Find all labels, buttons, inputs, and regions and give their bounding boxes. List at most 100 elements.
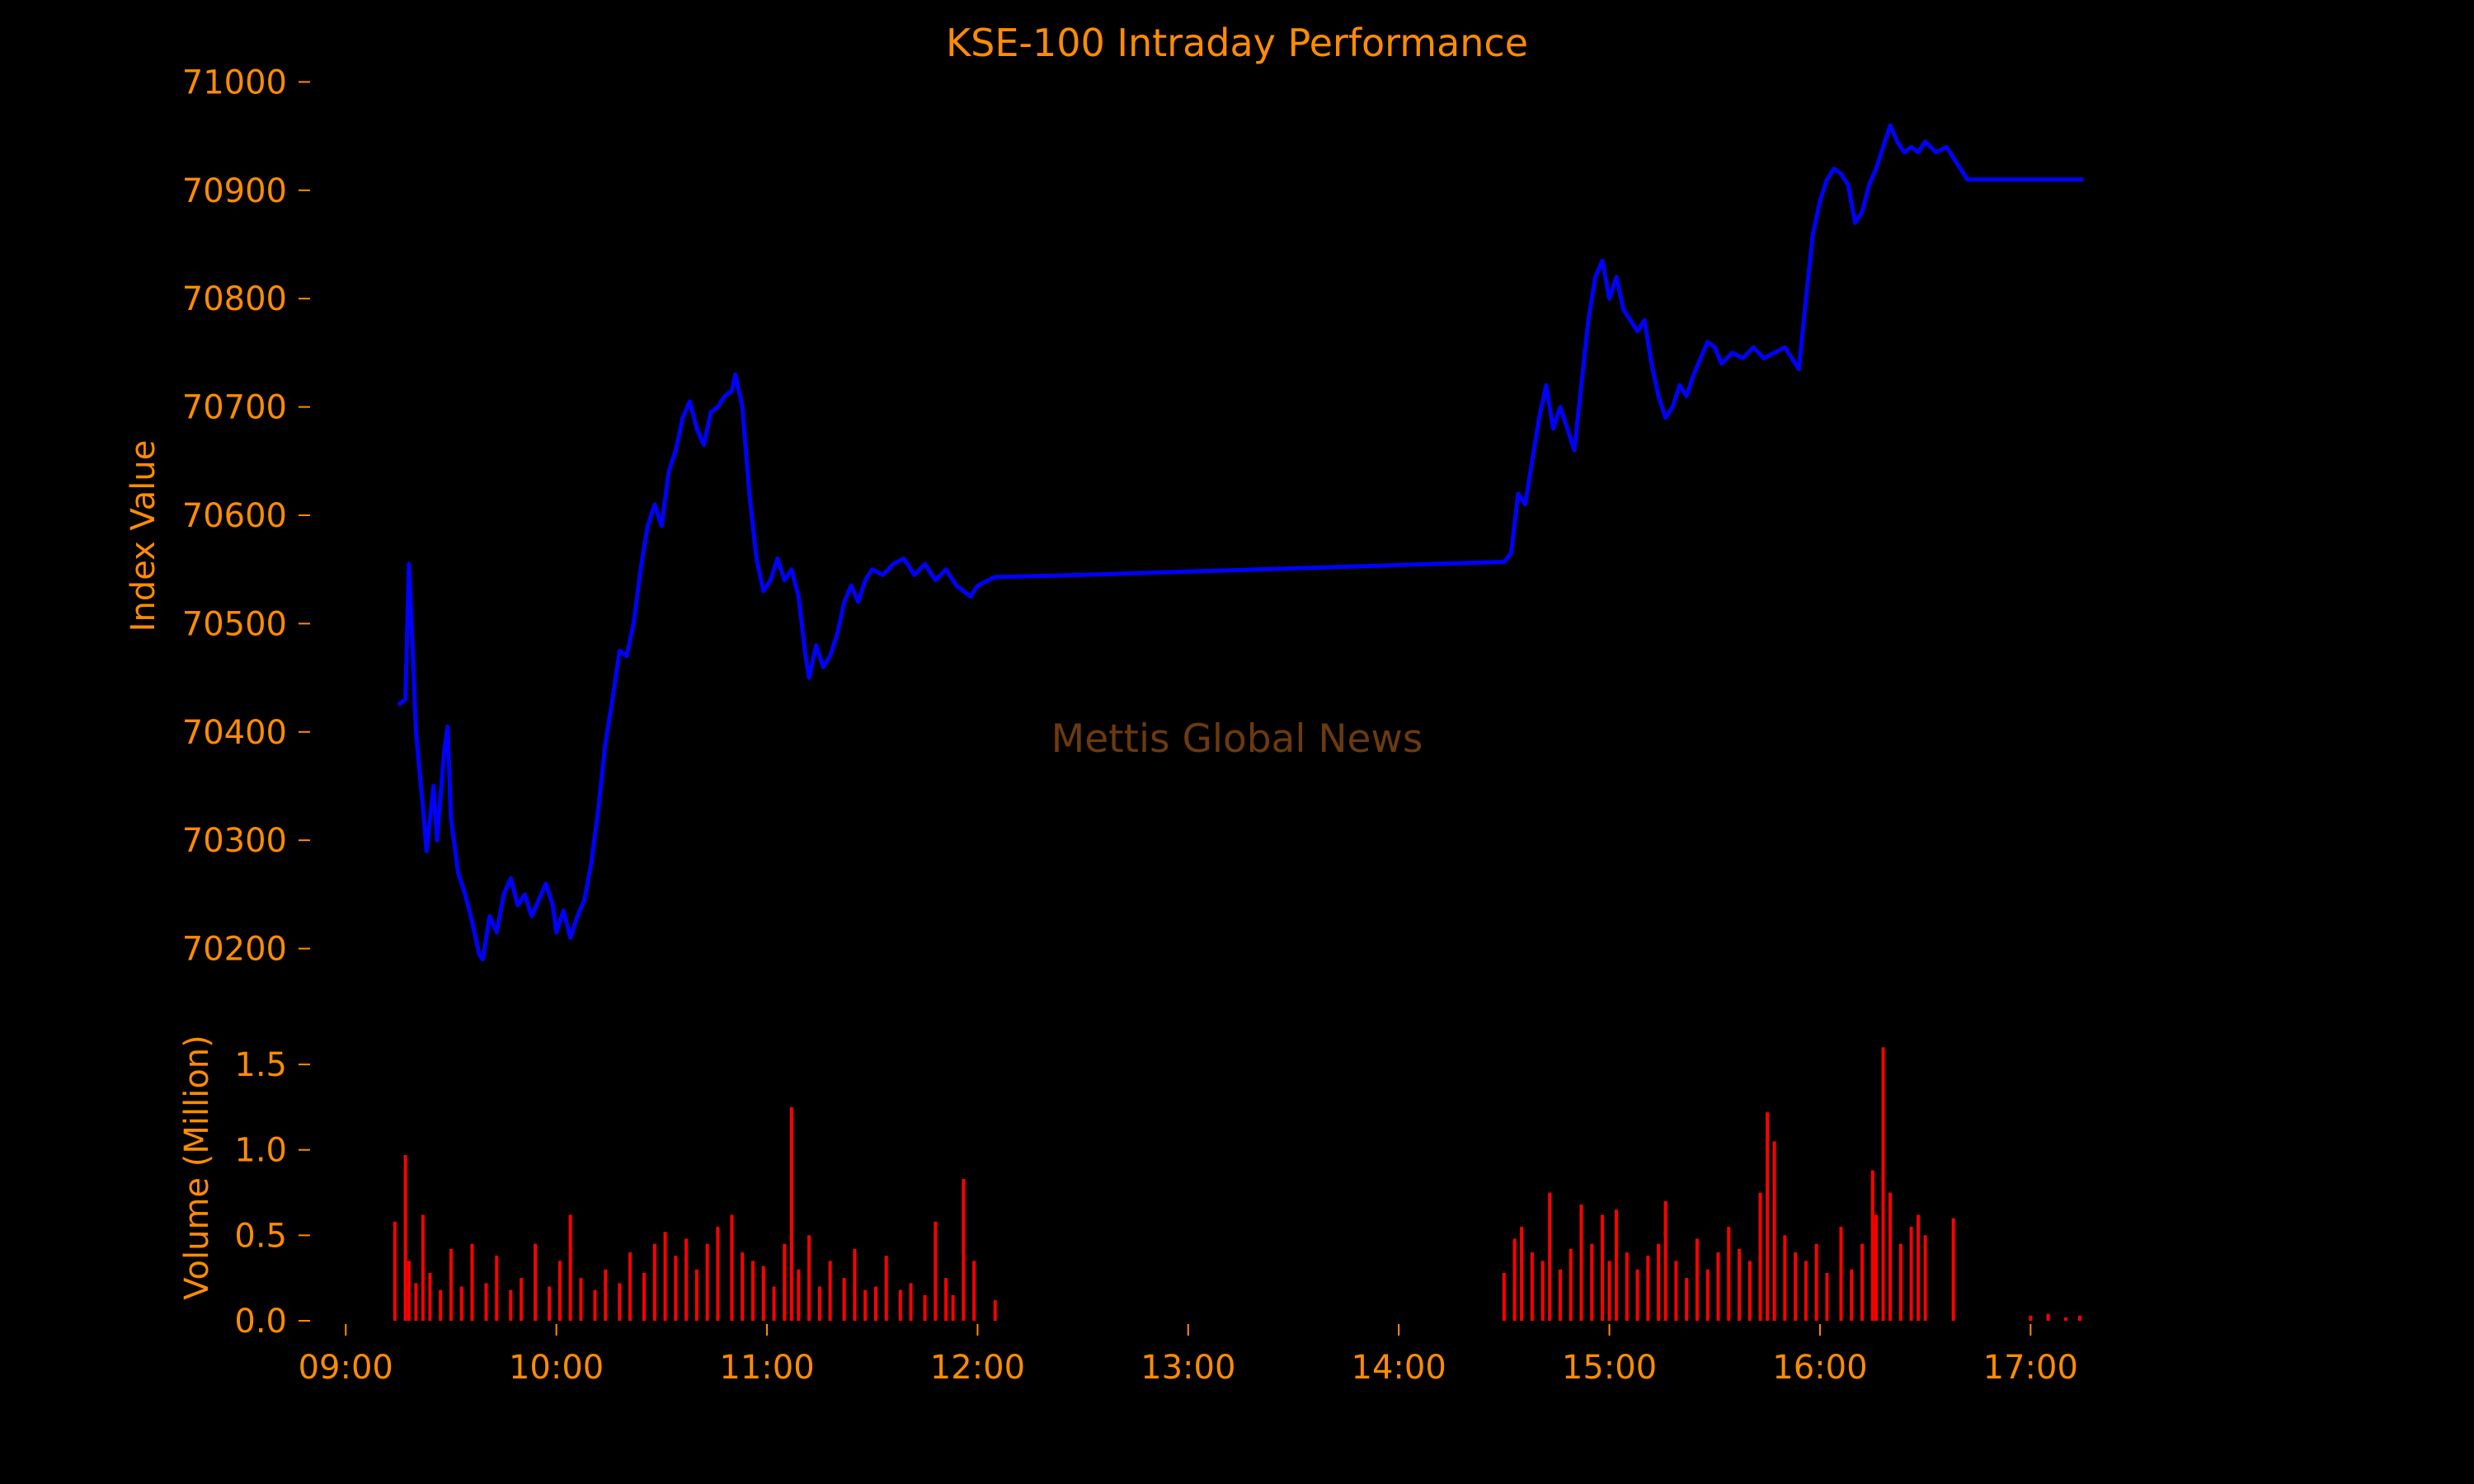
volume-bar [1579,1205,1583,1321]
volume-bar [863,1289,868,1321]
volume-bar [923,1294,927,1321]
price-y-tick-label: 70300 [182,822,287,860]
volume-bar [1814,1243,1818,1321]
volume-bar [741,1252,745,1321]
volume-bar [604,1269,608,1321]
price-axis-label: Index Value [125,440,162,632]
volume-bar [1520,1227,1524,1321]
volume-bar [1695,1238,1699,1321]
volume-bar [1747,1261,1752,1321]
x-tick-label: 15:00 [1562,1349,1657,1387]
price-y-tick-label: 70900 [182,172,287,210]
volume-bar [568,1214,572,1321]
volume-bar [1727,1227,1731,1321]
volume-bar [772,1286,776,1321]
volume-y-tick-label: 1.5 [234,1046,287,1084]
volume-bar [459,1286,463,1321]
price-y-ticks: 70200 70300 70400 70500 70600 70700 70800 70900… [182,63,310,969]
volume-bar [1512,1238,1517,1321]
volume-bar [509,1289,513,1321]
volume-bar [1657,1243,1661,1321]
volume-bar [1635,1269,1639,1321]
volume-bar [944,1278,948,1321]
x-tick-label: 17:00 [1983,1349,2078,1387]
volume-bar [439,1289,443,1321]
volume-bar [1674,1261,1678,1321]
volume-bar [1951,1218,1955,1321]
volume-bar [934,1221,938,1321]
volume-bar [1923,1235,1927,1321]
volume-bar [1548,1192,1552,1321]
volume-bar [716,1227,720,1321]
price-y-tick-label: 70400 [182,714,287,752]
x-tick-label: 11:00 [719,1349,814,1387]
volume-bar [972,1261,976,1321]
volume-bar [421,1214,425,1321]
volume-bar [2046,1313,2050,1321]
volume-bar [2063,1317,2067,1321]
volume-bar [534,1243,538,1321]
volume-bar [684,1238,689,1321]
volume-bar [750,1261,755,1321]
volume-y-tick-label: 0.0 [234,1303,287,1341]
volume-bar [618,1283,622,1321]
volume-bar [1738,1248,1742,1321]
price-y-tick-label: 70800 [182,280,287,318]
volume-bar [663,1232,667,1321]
volume-bar [520,1278,524,1321]
volume-bar [909,1283,913,1321]
volume-y-tick-label: 0.5 [234,1217,287,1255]
volume-bar [2029,1315,2033,1321]
volume-bar [548,1286,552,1321]
time-x-axis: 09:00 10:00 11:00 12:00 13:00 14:00 15:00 16:00… [299,1324,2078,1387]
price-y-tick-label: 70500 [182,605,287,643]
x-tick-label: 14:00 [1352,1349,1446,1387]
volume-bar [1663,1200,1667,1321]
volume-bar [407,1261,411,1321]
volume-bar [1874,1214,1879,1321]
volume-bar [1909,1227,1913,1321]
volume-bar [817,1286,821,1321]
volume-bar [428,1272,432,1321]
volume-bar [853,1248,857,1321]
volume-bar [783,1243,787,1321]
x-tick-label: 13:00 [1141,1349,1235,1387]
volume-bar [1615,1209,1619,1321]
volume-bar [1705,1269,1710,1321]
volume-bar [470,1243,474,1321]
volume-bar [1502,1272,1506,1321]
volume-bar [674,1256,678,1321]
volume-bar [842,1278,846,1321]
volume-bar [484,1283,488,1321]
volume-bar [1898,1243,1903,1321]
volume-bar [1772,1141,1776,1321]
volume-bar [828,1261,832,1321]
volume-bar [1590,1243,1594,1321]
price-y-tick-label: 71000 [182,63,287,101]
volume-bar [579,1278,583,1321]
volume-bar [884,1256,888,1321]
volume-bar [1766,1112,1770,1321]
volume-bar [2077,1315,2081,1321]
volume-bar [1794,1252,1798,1321]
volume-bar [1825,1272,1829,1321]
volume-bar [898,1289,902,1321]
x-tick-label: 09:00 [299,1349,393,1387]
volume-bar [1607,1261,1611,1321]
volume-bar [1758,1192,1762,1321]
volume-bar [1569,1248,1573,1321]
volume-y-tick-label: 1.0 [234,1132,287,1170]
volume-bar [1530,1252,1534,1321]
volume-bar [807,1235,811,1321]
volume-bar [495,1256,499,1321]
volume-bar [1601,1214,1605,1321]
volume-bar [694,1269,698,1321]
volume-bar [403,1154,407,1321]
volume-bar [557,1261,562,1321]
volume-bar [1646,1256,1650,1321]
x-tick-label: 16:00 [1772,1349,1867,1387]
volume-bar [1540,1261,1545,1321]
watermark-text: Mettis Global News [1051,716,1423,762]
volume-plot-area [393,1047,2081,1321]
